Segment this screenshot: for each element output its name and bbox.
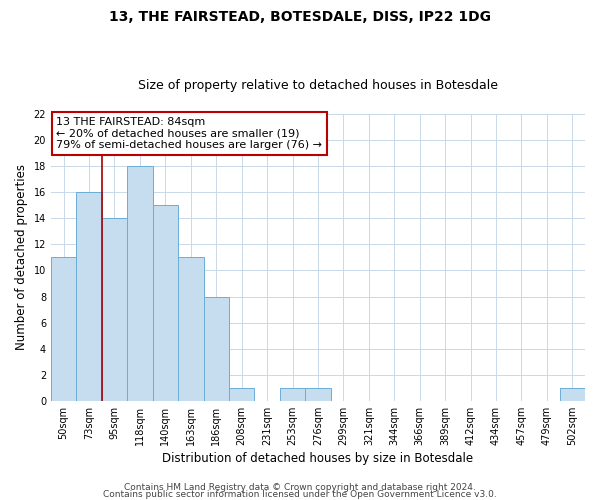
Bar xyxy=(305,388,331,401)
Title: Size of property relative to detached houses in Botesdale: Size of property relative to detached ho… xyxy=(138,79,498,92)
Bar xyxy=(229,388,254,401)
Bar xyxy=(76,192,102,401)
Text: Contains public sector information licensed under the Open Government Licence v3: Contains public sector information licen… xyxy=(103,490,497,499)
Bar xyxy=(203,296,229,401)
Bar xyxy=(51,258,76,401)
Bar xyxy=(152,206,178,401)
Bar xyxy=(560,388,585,401)
Text: Contains HM Land Registry data © Crown copyright and database right 2024.: Contains HM Land Registry data © Crown c… xyxy=(124,484,476,492)
Y-axis label: Number of detached properties: Number of detached properties xyxy=(15,164,28,350)
Bar xyxy=(178,258,203,401)
Text: 13 THE FAIRSTEAD: 84sqm
← 20% of detached houses are smaller (19)
79% of semi-de: 13 THE FAIRSTEAD: 84sqm ← 20% of detache… xyxy=(56,117,322,150)
Bar xyxy=(127,166,152,401)
X-axis label: Distribution of detached houses by size in Botesdale: Distribution of detached houses by size … xyxy=(163,452,473,465)
Text: 13, THE FAIRSTEAD, BOTESDALE, DISS, IP22 1DG: 13, THE FAIRSTEAD, BOTESDALE, DISS, IP22… xyxy=(109,10,491,24)
Bar xyxy=(280,388,305,401)
Bar xyxy=(102,218,127,401)
